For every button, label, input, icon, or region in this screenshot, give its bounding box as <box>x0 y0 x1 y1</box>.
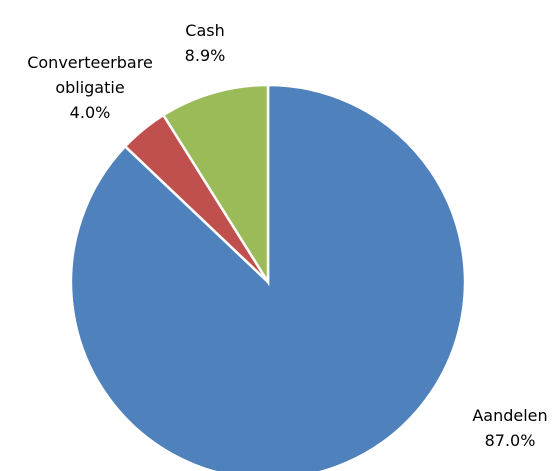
pie-slice <box>69 83 467 471</box>
slice-label: Converteerbare obligatie 4.0% <box>10 50 170 125</box>
category-label: Aandelen <box>472 406 548 425</box>
value-label: 8.9% <box>184 46 226 65</box>
category-label: Converteerbare obligatie <box>27 53 153 97</box>
value-label: 87.0% <box>484 431 536 450</box>
category-label: Cash <box>185 21 225 40</box>
slice-label: Aandelen 87.0% <box>430 403 556 453</box>
pie-slice <box>161 83 270 287</box>
slice-label: Cash 8.9% <box>125 18 285 68</box>
value-label: 4.0% <box>69 103 111 122</box>
